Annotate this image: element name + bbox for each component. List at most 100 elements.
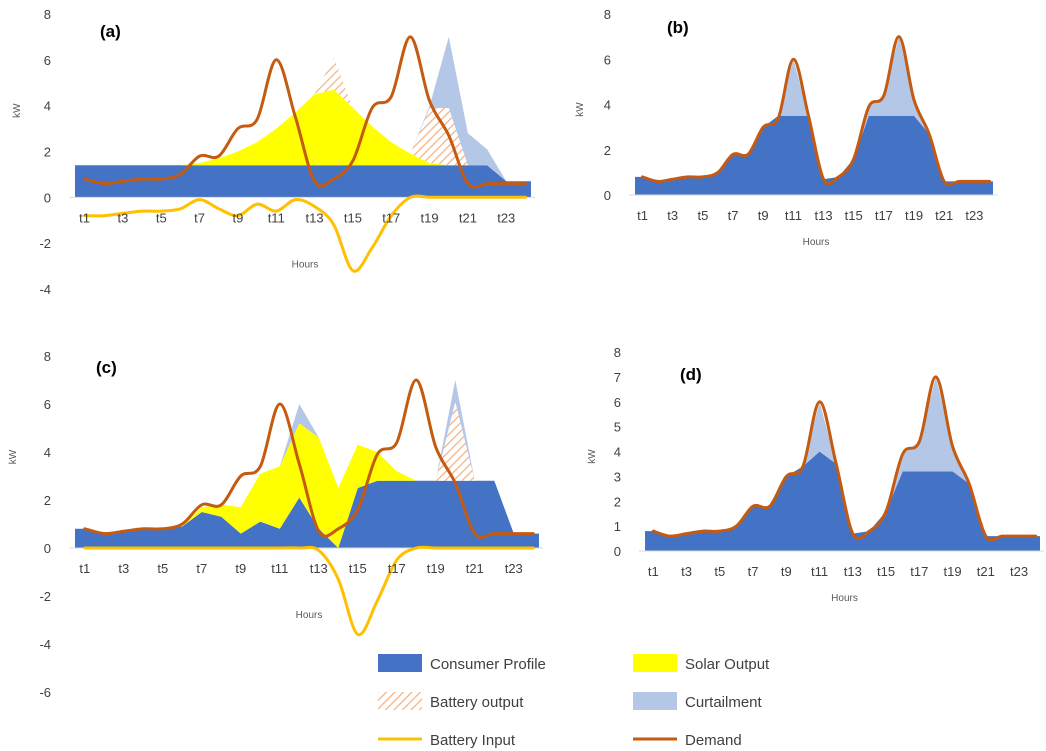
x-tick-label: t19 [905,208,923,223]
y-tick-label: 2 [44,493,51,508]
x-tick-label: t13 [815,208,833,223]
area-consumer-profile [75,480,539,548]
y-tick-label: 6 [44,53,51,68]
x-tick-label: t7 [194,210,205,225]
y-tick-label: 4 [44,99,51,114]
x-tick-label: t11 [271,561,288,576]
chart-panel-c: -6 -4 -2 0 2 4 6 8 t1 t3 t5 t7 t9 t11 t13 t15 t17 t19 t21 t… [8,349,543,700]
area-consumer-profile [75,165,531,198]
x-tick-label: t5 [157,561,168,576]
x-tick-label: t23 [1010,564,1028,579]
y-tick-label: 4 [614,445,621,460]
x-tick-label: t5 [697,208,708,223]
legend-label: Battery output [430,694,524,711]
x-tick-label: t7 [728,208,739,223]
x-tick-label: t15 [344,210,362,225]
x-tick-label: t17 [388,561,406,576]
x-tick-label: t23 [497,210,515,225]
x-tick-label: t17 [910,564,928,579]
x-tick-label: t21 [935,208,953,223]
line-demand [651,375,1038,542]
area-curtailment [645,376,1040,537]
x-tick-label: t5 [714,564,725,579]
legend: Consumer Profile Solar Output Battery outp… [378,654,770,749]
y-tick-label: 7 [614,370,621,385]
x-tick-label: t3 [118,561,129,576]
area-curtailment [635,36,993,182]
x-tick-label: t23 [965,208,983,223]
line-battery-input [83,545,535,636]
legend-item: Demand [633,732,742,749]
y-tick-label: 8 [44,7,51,22]
y-tick-label: 3 [614,469,621,484]
legend-swatch [378,692,422,710]
line-battery-input [83,194,527,273]
x-tick-label: t13 [310,561,328,576]
legend-item: Battery Input [378,732,516,749]
area-solar-output [75,89,531,182]
x-tick-label: t1 [648,564,659,579]
x-tick-label: t3 [117,210,128,225]
y-tick-label: 5 [614,420,621,435]
x-tick-label: t21 [459,210,477,225]
panel-label: (c) [96,358,117,377]
x-tick-label: t13 [844,564,862,579]
chart-panel-a: -4 -2 0 2 4 6 8 t1 t3 t5 t7 t9 t11 t13 t15 t17 t19 t21 t23… [12,7,535,297]
x-tick-label: t21 [977,564,995,579]
y-tick-label: 0 [614,544,621,559]
x-tick-label: t19 [944,564,962,579]
y-tick-label: -2 [39,236,51,251]
panel-label: (d) [680,365,702,384]
legend-label: Solar Output [685,656,770,673]
x-tick-label: t1 [637,208,648,223]
x-axis-title: Hours [831,593,858,604]
y-tick-label: -4 [39,282,51,297]
x-tick-label: t13 [306,210,324,225]
x-tick-label: t1 [79,210,90,225]
legend-label: Battery Input [430,732,516,749]
x-tick-label: t11 [811,564,828,579]
x-tick-label: t9 [232,210,243,225]
y-axis-title: kW [587,449,598,464]
y-tick-label: -6 [39,685,51,700]
legend-swatch [633,654,677,672]
panel-label: (a) [100,22,121,41]
x-tick-label: t17 [382,210,400,225]
x-tick-label: t11 [268,210,285,225]
legend-item: Battery output [378,692,524,711]
y-tick-label: 0 [44,541,51,556]
panel-label: (b) [667,18,689,37]
legend-label: Curtailment [685,694,763,711]
y-tick-label: 2 [604,143,611,158]
legend-swatch [378,654,422,672]
y-tick-label: 1 [614,519,621,534]
x-tick-label: t15 [877,564,895,579]
legend-label: Consumer Profile [430,656,546,673]
y-tick-label: 6 [44,397,51,412]
y-tick-label: 2 [44,145,51,160]
y-tick-label: 6 [604,52,611,67]
area-battery-output [75,57,531,182]
x-tick-label: t9 [781,564,792,579]
y-tick-label: 0 [44,190,51,205]
legend-item: Consumer Profile [378,654,546,673]
x-axis-title: Hours [292,259,319,270]
x-tick-label: t23 [505,561,523,576]
chart-panel-d: 0 1 2 3 4 5 6 7 8 t1 t3 t5 t7 t9 t11 t13 t15 t17 t19 t21 t23… [587,345,1044,604]
x-tick-label: t11 [785,208,802,223]
legend-label: Demand [685,732,742,749]
x-tick-label: t21 [466,561,484,576]
y-tick-label: 8 [44,349,51,364]
area-consumer-profile [645,451,1040,551]
x-tick-label: t9 [758,208,769,223]
x-tick-label: t3 [681,564,692,579]
y-tick-label: 8 [614,345,621,360]
x-tick-label: t9 [235,561,246,576]
line-demand [83,378,535,539]
y-tick-label: 4 [604,98,611,113]
x-tick-label: t7 [196,561,207,576]
x-tick-label: t7 [748,564,759,579]
x-tick-label: t15 [349,561,367,576]
x-axis-title: Hours [296,610,323,621]
